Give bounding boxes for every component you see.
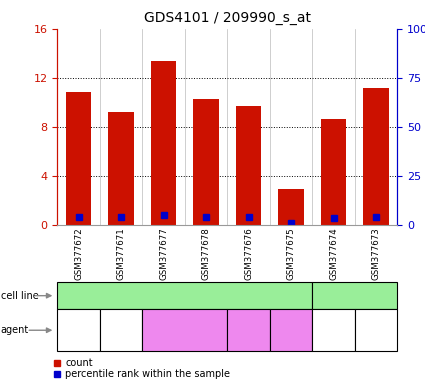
Bar [66,93,91,225]
Text: cell line: cell line [1,291,39,301]
Title: GDS4101 / 209990_s_at: GDS4101 / 209990_s_at [144,11,311,25]
Text: anti-CD2
4 shRNA
vector: anti-CD2 4 shRNA vector [233,320,264,340]
Bar [236,106,261,225]
Text: HT29, colon-derived: HT29, colon-derived [136,291,234,301]
Text: control
shRNA: control shRNA [279,324,303,337]
Text: Colo357,
pancreas-derived: Colo357, pancreas-derived [312,285,397,306]
Text: no treatm
ent: no treatm ent [103,324,139,337]
Text: anti-CD2
4 mAb: anti-CD2 4 mAb [318,324,349,337]
Bar [193,99,219,225]
Bar [321,119,346,225]
Text: no treatm
ent: no treatm ent [358,324,394,337]
Text: anti-CD2
4 mAb: anti-CD2 4 mAb [63,324,94,337]
Bar [108,112,134,225]
Bar [151,61,176,225]
Bar [363,88,389,225]
Text: count: count [65,358,93,368]
Text: agent: agent [1,325,29,335]
Bar [278,189,304,225]
Text: 2 anti-CD24
shRNA vectors: 2 anti-CD24 shRNA vectors [159,324,211,337]
Text: percentile rank within the sample: percentile rank within the sample [65,369,230,379]
